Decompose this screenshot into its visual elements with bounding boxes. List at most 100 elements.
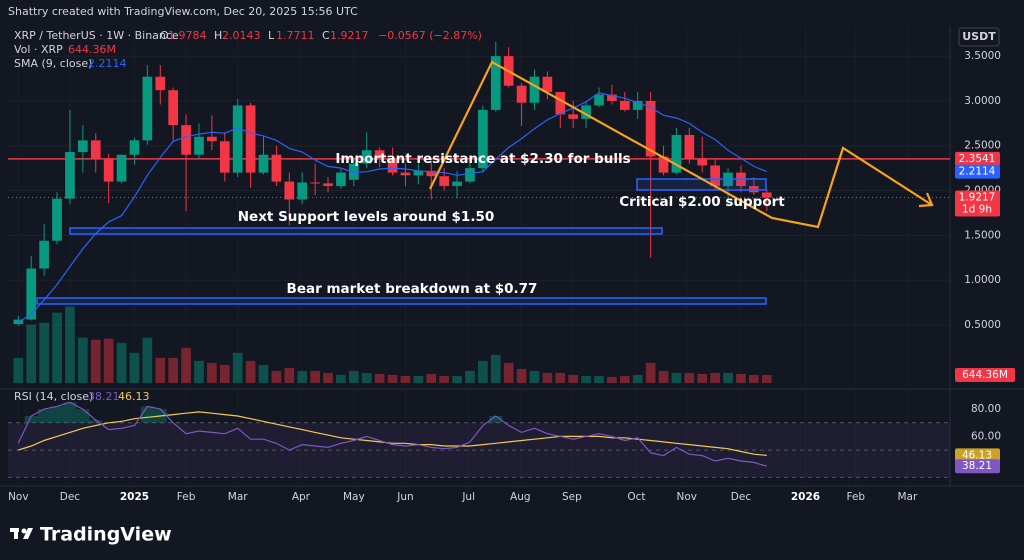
volume-bar bbox=[52, 312, 62, 383]
candle-body bbox=[529, 76, 540, 103]
candle-body bbox=[336, 172, 346, 187]
rsi-overbought-fill bbox=[24, 415, 38, 423]
projection-path bbox=[429, 60, 933, 229]
currency-box bbox=[958, 27, 1000, 47]
volume-bar bbox=[129, 352, 140, 383]
sma-tag-bg bbox=[955, 164, 1000, 179]
candle-body bbox=[426, 170, 437, 177]
x-tick-label: Nov bbox=[677, 491, 698, 503]
y-tick-label: 1.5000 bbox=[964, 229, 1001, 241]
volume-bar bbox=[78, 337, 88, 383]
volume-bar bbox=[619, 375, 630, 383]
candle-body bbox=[348, 163, 359, 180]
price-tag-bg bbox=[955, 190, 1000, 217]
volume-bar bbox=[155, 357, 166, 383]
candle-body bbox=[542, 76, 553, 92]
rsi-tick-label: 80.00 bbox=[971, 403, 1001, 415]
volume-bar bbox=[181, 347, 191, 383]
candle-body bbox=[207, 136, 217, 142]
volume-bar bbox=[452, 375, 462, 383]
candle-body bbox=[129, 140, 140, 155]
volume-bar bbox=[671, 372, 682, 383]
projection-arrowhead bbox=[918, 192, 934, 208]
volume-bar bbox=[258, 364, 269, 383]
volume-bar bbox=[426, 373, 437, 383]
volume-bar bbox=[13, 357, 24, 383]
rsi-tick-label: 60.00 bbox=[971, 430, 1001, 442]
volume-bar bbox=[516, 368, 527, 383]
volume-bar bbox=[490, 354, 501, 383]
volume-bar bbox=[400, 375, 411, 383]
rsi-ma-line bbox=[18, 411, 767, 456]
x-tick-label: Jun bbox=[396, 491, 413, 503]
volume-bar bbox=[310, 370, 320, 383]
volume-bar bbox=[374, 373, 385, 383]
candle-body bbox=[568, 114, 579, 119]
candle-body bbox=[490, 56, 501, 110]
volume-bar bbox=[26, 324, 37, 383]
volume-bar bbox=[761, 374, 772, 383]
legend-ohlc-value: 1.9784 bbox=[168, 29, 207, 42]
volume-tag: 644.36M bbox=[962, 369, 1008, 381]
candle-body bbox=[439, 176, 449, 187]
candle-body bbox=[710, 165, 720, 187]
volume-bar bbox=[697, 373, 708, 383]
volume-bar bbox=[207, 362, 217, 383]
annotation: Critical $2.00 support bbox=[619, 194, 785, 210]
candle-body bbox=[761, 192, 772, 198]
legend-rsi-ma-value: 46.13 bbox=[118, 390, 150, 403]
volume-bar bbox=[297, 370, 308, 383]
candle-body bbox=[232, 105, 243, 173]
x-tick-label: Feb bbox=[177, 491, 196, 503]
annotation: Next Support levels around $1.50 bbox=[238, 209, 495, 225]
volume-bar bbox=[194, 360, 204, 383]
volume-bar bbox=[232, 352, 243, 383]
candle-body bbox=[90, 140, 101, 160]
volume-bar bbox=[219, 364, 230, 383]
candle-body bbox=[697, 159, 708, 166]
legend-rsi-value: 38.21 bbox=[88, 390, 120, 403]
x-tick-label: Dec bbox=[60, 491, 81, 503]
x-tick-label: Oct bbox=[627, 491, 645, 503]
legend-symbol: XRP / TetherUS · 1W · Binance bbox=[14, 29, 179, 42]
candle-body bbox=[168, 90, 179, 126]
candle-body bbox=[400, 172, 411, 176]
candle-body bbox=[39, 240, 49, 269]
x-tick-label: Apr bbox=[292, 491, 311, 503]
candle-body bbox=[116, 154, 127, 182]
legend-ohlc-letter: C bbox=[322, 29, 330, 42]
candle-body bbox=[65, 152, 75, 199]
breakdown-box bbox=[36, 297, 767, 305]
currency: USDT bbox=[962, 30, 996, 43]
candle-body bbox=[374, 150, 385, 160]
resistance-tag: 2.3541 bbox=[959, 153, 996, 165]
volume-bar bbox=[581, 375, 591, 383]
volume-bar bbox=[387, 374, 398, 383]
brand: TradingView bbox=[40, 524, 172, 546]
legend-sma: SMA (9, close) bbox=[14, 57, 92, 70]
sma-line bbox=[17, 92, 768, 323]
candle-body bbox=[658, 156, 669, 173]
volume-bar bbox=[284, 367, 295, 383]
rsi-overbought-fill bbox=[140, 406, 154, 423]
candle-body bbox=[619, 100, 630, 110]
y-tick-label: 2.5000 bbox=[964, 140, 1001, 152]
legend-rsi: RSI (14, close) bbox=[14, 390, 93, 403]
candle-body bbox=[103, 159, 114, 182]
y-tick-label: 3.5000 bbox=[964, 50, 1001, 62]
rsi-ma-tag-bg bbox=[955, 448, 1000, 463]
legend-ohlc-value: 1.9217 bbox=[330, 29, 369, 42]
x-tick-label: Aug bbox=[510, 491, 531, 503]
volume-bar bbox=[336, 374, 346, 383]
y-tick-label: 3.0000 bbox=[964, 95, 1001, 107]
volume-bar bbox=[361, 372, 372, 383]
volume-bar bbox=[632, 374, 643, 383]
brand-logo bbox=[10, 528, 33, 539]
candle-body bbox=[516, 85, 527, 103]
rsi-overbought-fill bbox=[89, 420, 103, 423]
candle-body bbox=[465, 168, 475, 182]
volume-bar bbox=[555, 372, 566, 383]
legend-volume: Vol · XRP bbox=[14, 43, 63, 56]
volume-bar bbox=[168, 357, 179, 383]
